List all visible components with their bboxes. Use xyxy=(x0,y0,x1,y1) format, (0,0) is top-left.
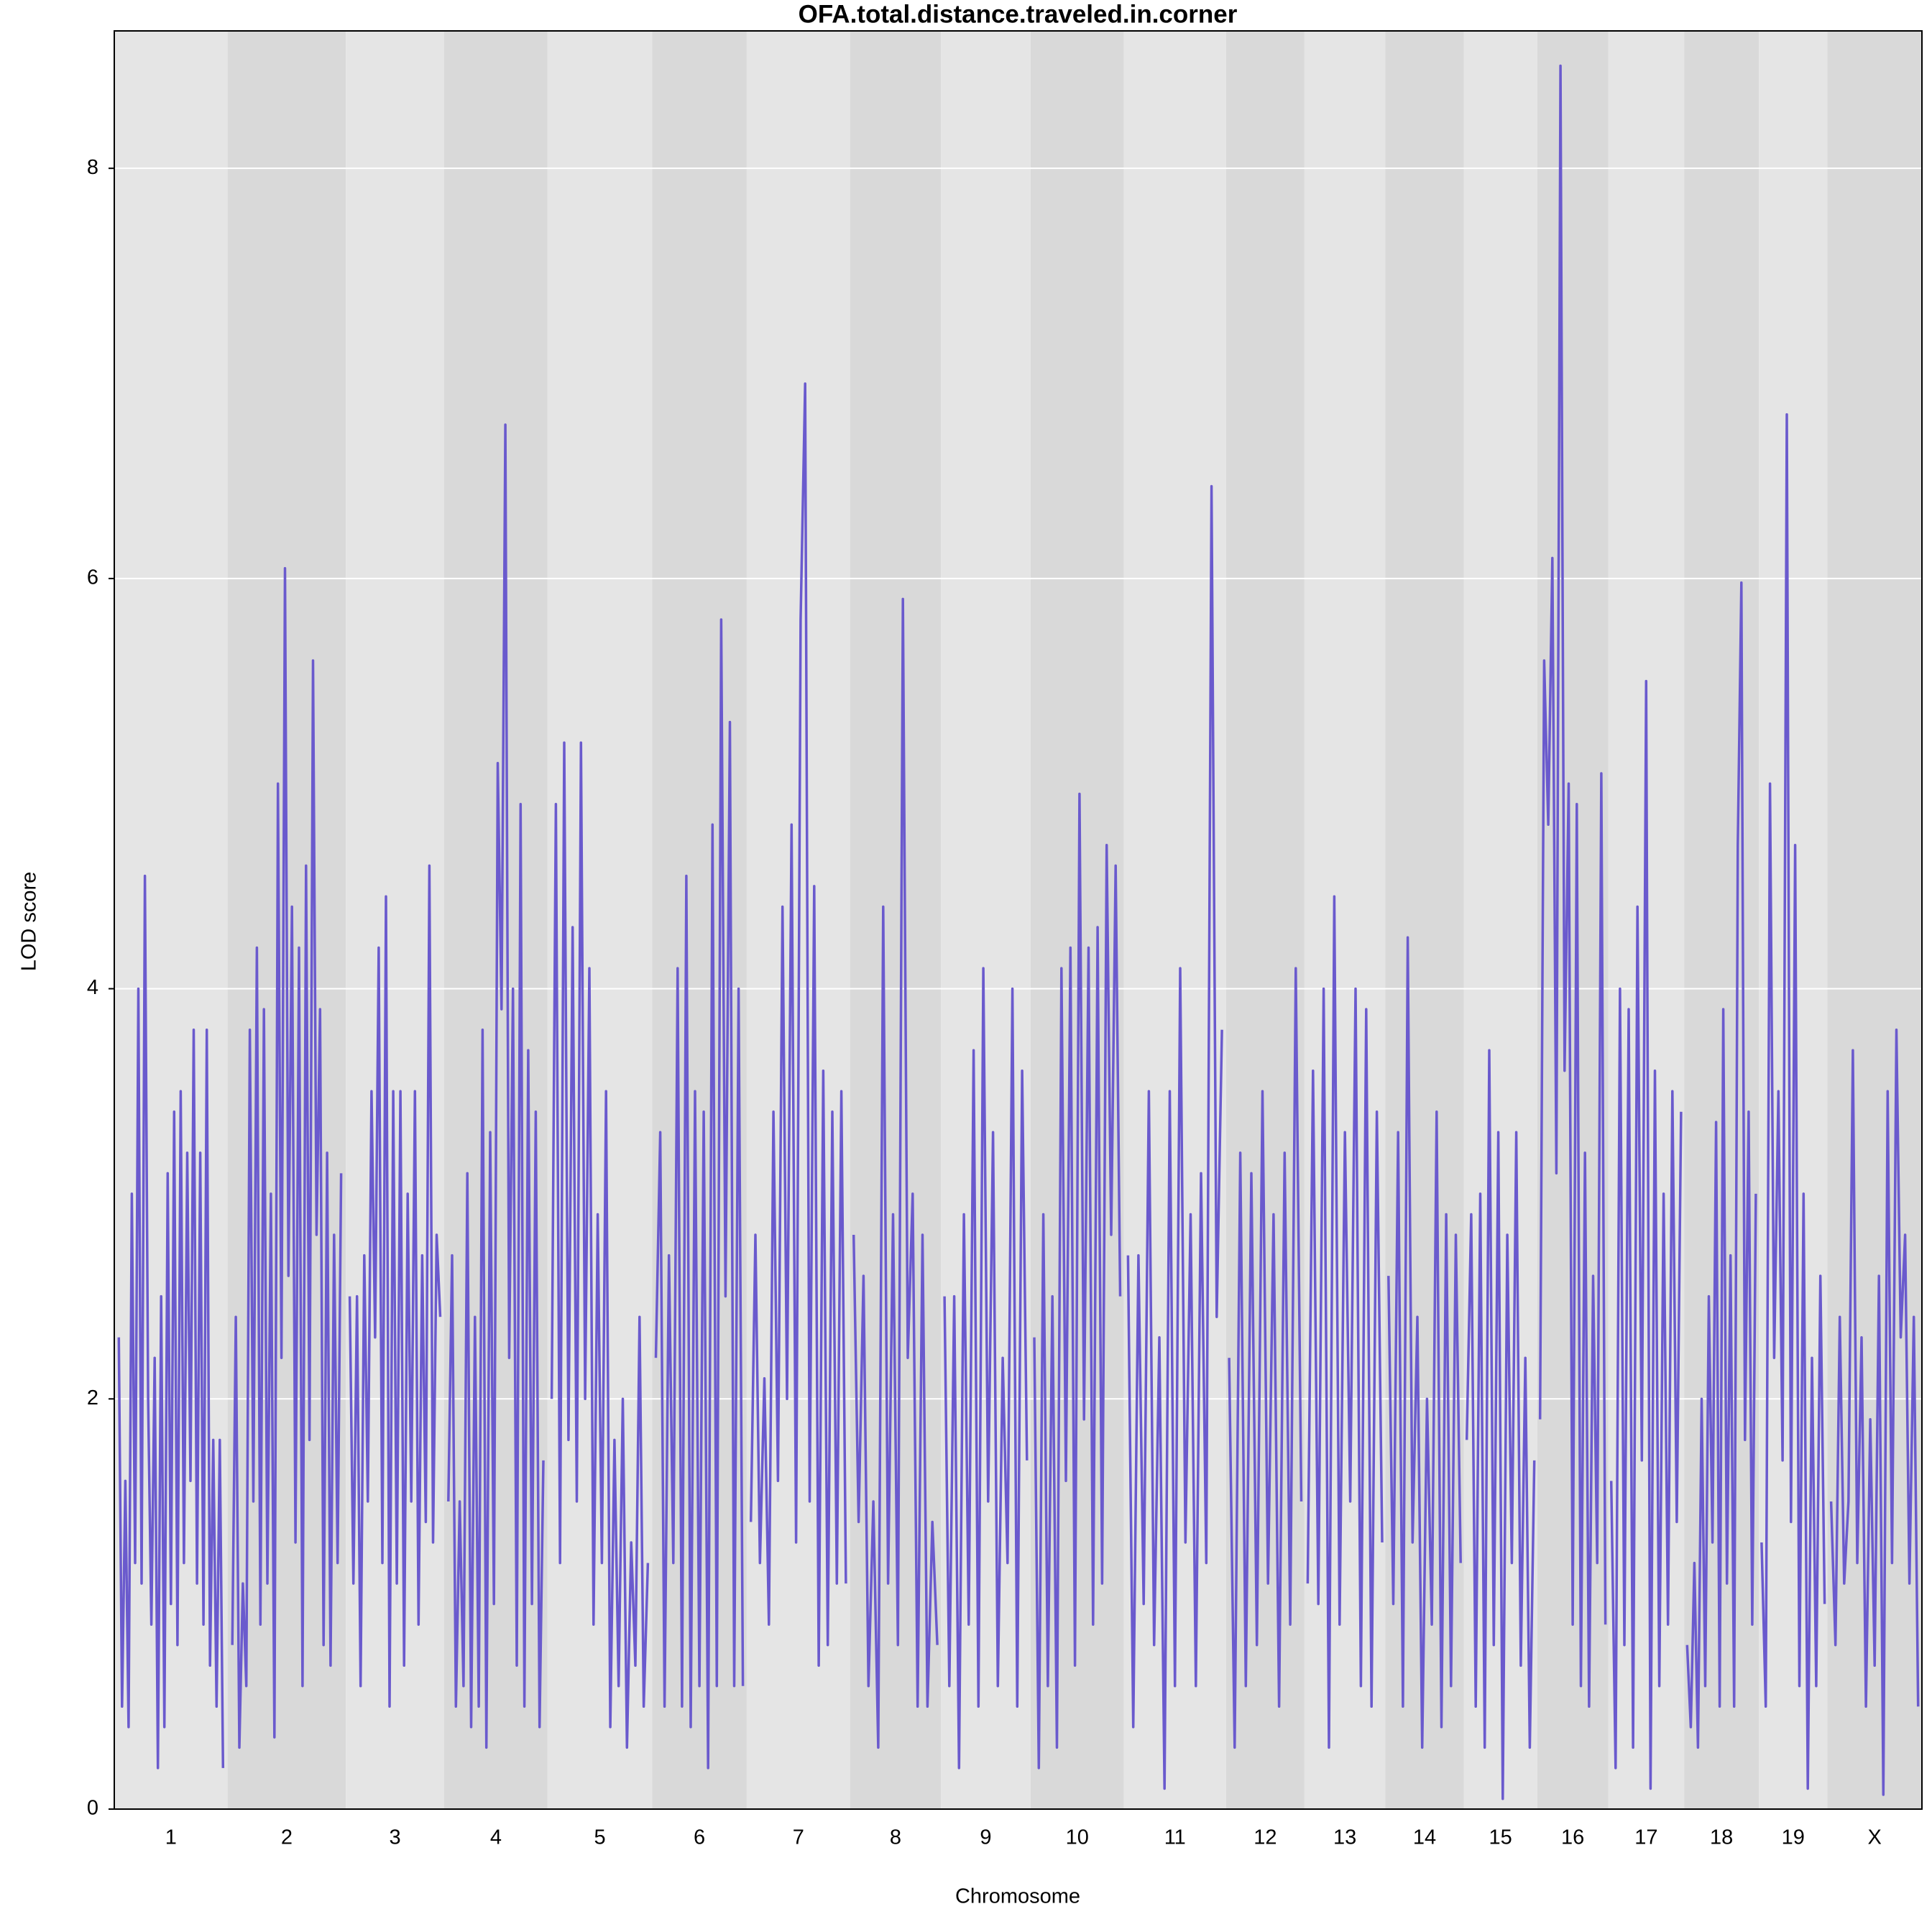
x-tick-label: 15 xyxy=(1489,1826,1512,1849)
chart-title: OFA.total.distance.traveled.in.corner xyxy=(799,0,1238,28)
lod-line xyxy=(1538,64,1607,1708)
x-tick-label: X xyxy=(1868,1826,1882,1849)
lod-line xyxy=(852,597,939,1749)
x-tick-label: 18 xyxy=(1710,1826,1733,1849)
lod-line xyxy=(447,423,545,1749)
lod-line xyxy=(348,864,442,1708)
x-tick-label: 6 xyxy=(694,1826,705,1849)
x-tick-label: 1 xyxy=(165,1826,177,1849)
x-tick-label: 7 xyxy=(793,1826,804,1849)
y-tick-label: 6 xyxy=(87,566,98,589)
y-tick-label: 8 xyxy=(87,156,98,179)
lod-line xyxy=(1685,581,1757,1749)
y-tick-label: 4 xyxy=(87,976,98,999)
y-axis-label: LOD score xyxy=(18,872,41,972)
x-axis-label: Chromosome xyxy=(955,1885,1080,1908)
x-tick-label: 3 xyxy=(390,1826,401,1849)
lod-lines xyxy=(117,64,1920,1800)
x-tick-label: 13 xyxy=(1333,1826,1356,1849)
chromosome-band xyxy=(1030,31,1124,1809)
lod-line xyxy=(1760,413,1826,1790)
chromosome-band xyxy=(850,31,942,1809)
lod-line xyxy=(1306,895,1384,1749)
lod-line xyxy=(749,382,847,1668)
lod-line xyxy=(654,618,745,1770)
lod-line xyxy=(1033,792,1122,1770)
y-tick-label: 2 xyxy=(87,1386,98,1409)
x-tick-label: 14 xyxy=(1413,1826,1436,1849)
x-tick-label: 19 xyxy=(1782,1826,1805,1849)
x-tick-label: 5 xyxy=(594,1826,605,1849)
y-tick-label: 0 xyxy=(87,1797,98,1820)
x-tick-label: 16 xyxy=(1561,1826,1584,1849)
lod-line xyxy=(1829,1028,1920,1796)
x-tick-label: 11 xyxy=(1164,1826,1186,1849)
x-tick-label: 12 xyxy=(1254,1826,1276,1849)
lod-line xyxy=(550,741,650,1749)
lod-line xyxy=(117,874,225,1770)
lod-line xyxy=(1387,936,1462,1749)
x-tick-label: 4 xyxy=(490,1826,502,1849)
lod-line xyxy=(1609,679,1683,1790)
x-tick-label: 2 xyxy=(281,1826,293,1849)
x-tick-label: 9 xyxy=(980,1826,991,1849)
x-tick-label: 17 xyxy=(1634,1826,1657,1849)
lod-line xyxy=(1465,1049,1536,1800)
lod-line xyxy=(1228,967,1303,1749)
lod-line xyxy=(943,967,1029,1770)
plot-border xyxy=(114,30,1923,1810)
x-tick-label: 10 xyxy=(1066,1826,1089,1849)
lod-line xyxy=(231,566,343,1749)
lod-line xyxy=(1126,484,1223,1790)
x-tick-label: 8 xyxy=(890,1826,901,1849)
